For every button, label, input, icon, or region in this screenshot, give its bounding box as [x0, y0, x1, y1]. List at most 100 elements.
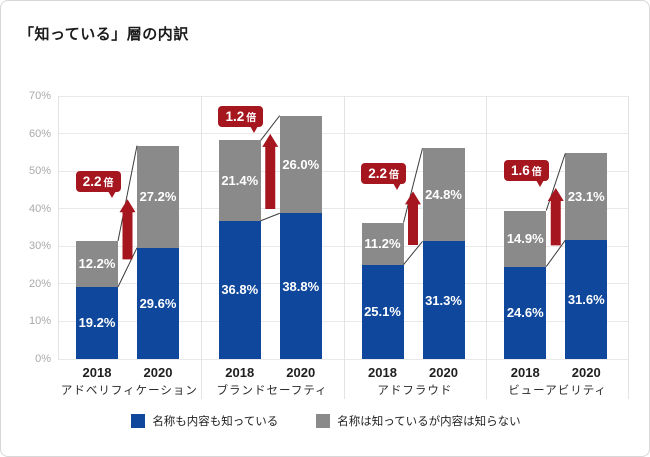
connector-line	[260, 212, 280, 222]
gridline	[58, 245, 629, 247]
x-axis-year-label: 2020	[143, 365, 173, 380]
legend-swatch	[316, 414, 331, 428]
legend-item: 名称も内容も知っている	[131, 413, 278, 429]
bar-segment-known-both: 36.8%	[218, 220, 261, 359]
legend-label: 名称も内容も知っている	[152, 416, 279, 428]
bar-segment-known-both: 31.3%	[422, 241, 465, 359]
x-axis-year-label: 2020	[286, 365, 316, 380]
multiplier-value: 1.2	[225, 108, 245, 124]
y-axis-label: 40%	[28, 202, 51, 215]
multiplier-value: 1.6	[510, 163, 530, 179]
bar-value-label: 24.6%	[506, 305, 544, 321]
multiplier-value: 2.2	[368, 166, 387, 182]
bar-segment-name-only: 21.4%	[218, 140, 261, 221]
multiplier-suffix: 倍	[531, 167, 542, 179]
bar-value-label: 21.4%	[221, 173, 259, 189]
bar-segment-name-only: 27.2%	[137, 145, 179, 248]
y-axis-label: 60%	[28, 127, 51, 140]
x-axis-year-label: 2020	[429, 365, 458, 380]
bar-segment-name-only: 23.1%	[565, 153, 608, 241]
bar-segment-known-both: 31.6%	[565, 240, 608, 359]
legend: 名称も内容も知っている 名称は知っているが内容は知らない	[1, 412, 649, 430]
badge-tail-icon	[535, 180, 544, 188]
group-separator-line	[201, 96, 202, 399]
gridline	[58, 95, 629, 97]
legend-swatch	[131, 414, 146, 428]
y-axis-label: 10%	[28, 315, 51, 328]
x-axis-year-label: 2018	[82, 365, 112, 380]
connector-line	[117, 145, 138, 242]
bar-segment-name-only: 11.2%	[361, 222, 404, 265]
group-separator-line	[58, 96, 59, 359]
connector-line	[117, 247, 138, 288]
y-axis-label: 50%	[28, 165, 51, 178]
x-axis-year-label: 2018	[368, 365, 397, 380]
bar-segment-name-only: 14.9%	[504, 210, 547, 267]
legend-label: 名称は知っているが内容は知らない	[337, 416, 521, 428]
x-axis-year-label: 2018	[510, 365, 540, 380]
gridline	[58, 320, 629, 322]
gridline	[58, 133, 629, 135]
bar-value-label: 29.6%	[139, 295, 177, 311]
multiplier-arrow-icon	[547, 188, 564, 246]
badge-tail-icon	[393, 183, 401, 191]
y-axis-label: 20%	[28, 277, 51, 290]
x-axis-year-label: 2018	[225, 365, 255, 380]
bar-value-label: 19.2%	[78, 315, 116, 331]
bar-value-label: 31.6%	[567, 292, 605, 308]
bar-segment-name-only: 24.8%	[422, 148, 465, 242]
multiplier-value: 2.2	[82, 174, 102, 190]
group-separator-line	[486, 96, 487, 399]
x-axis-year-label: 2020	[571, 365, 601, 380]
bar-segment-known-both: 29.6%	[137, 247, 179, 359]
badge-tail-icon	[250, 125, 259, 133]
bar-segment-known-both: 25.1%	[361, 264, 404, 359]
connector-line	[403, 148, 423, 223]
category-label: アドベリフィケーション	[60, 385, 198, 397]
connector-line	[260, 115, 281, 141]
bar-value-label: 36.8%	[221, 282, 259, 298]
bar-value-label: 26.0%	[282, 156, 320, 172]
multiplier-arrow-icon	[405, 191, 421, 246]
bar-value-label: 24.8%	[425, 187, 462, 203]
bar-value-label: 14.9%	[506, 231, 544, 247]
category-label: アドフラウド	[377, 385, 453, 397]
gridline	[58, 208, 629, 210]
group-separator-line	[344, 96, 345, 399]
bar-segment-known-both: 19.2%	[76, 286, 118, 359]
y-axis-label: 70%	[28, 90, 51, 102]
multiplier-badge: 1.6 倍	[503, 160, 549, 188]
bar-value-label: 11.2%	[364, 236, 401, 252]
bar-segment-known-both: 24.6%	[504, 266, 547, 359]
bar-value-label: 27.2%	[139, 189, 177, 205]
y-axis-label: 30%	[28, 240, 51, 253]
legend-item: 名称は知っているが内容は知らない	[316, 413, 521, 429]
page-title: 「知っている」層の内訳	[19, 26, 189, 43]
bar-segment-known-both: 38.8%	[279, 213, 322, 359]
multiplier-suffix: 倍	[246, 112, 257, 124]
multiplier-badge: 1.2 倍	[218, 105, 264, 133]
bar-segment-name-only: 12.2%	[76, 241, 118, 287]
badge-tail-icon	[107, 191, 116, 199]
multiplier-badge: 2.2 倍	[75, 171, 121, 199]
bar-value-label: 23.1%	[567, 189, 605, 205]
multiplier-badge: 2.2 倍	[361, 163, 406, 191]
plot-area: 19.2% 12.2% 29.6% 27.2% 36.8% 21.4% 38.8% 26.0%…	[58, 95, 629, 399]
category-label: ビューアビリティ	[508, 385, 608, 397]
multiplier-suffix: 倍	[103, 178, 114, 190]
connector-line	[545, 239, 566, 267]
gridline	[58, 358, 629, 360]
gridline	[58, 283, 629, 285]
gridline	[58, 170, 629, 172]
group-separator-line	[628, 96, 629, 399]
category-label: ブランドセーフティ	[216, 385, 328, 397]
bar-segment-name-only: 26.0%	[279, 115, 322, 214]
connector-line	[545, 153, 566, 211]
bar-value-label: 25.1%	[364, 304, 401, 320]
multiplier-suffix: 倍	[389, 170, 399, 182]
y-axis-label: 0%	[35, 353, 51, 365]
bar-value-label: 38.8%	[282, 278, 320, 294]
bar-value-label: 31.3%	[425, 292, 462, 308]
bar-value-label: 12.2%	[78, 256, 116, 272]
